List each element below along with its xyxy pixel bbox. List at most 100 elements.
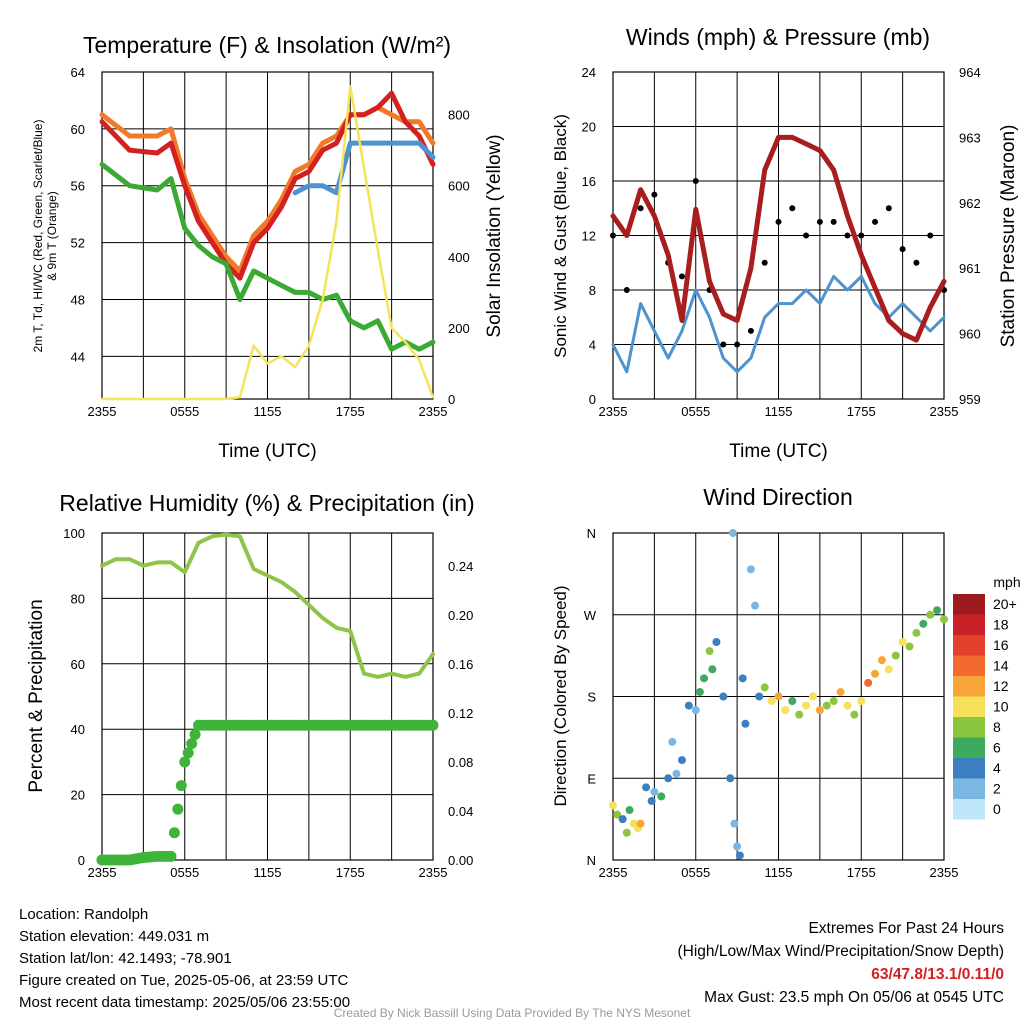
wind-direction-point (781, 706, 790, 715)
wind-direction-point (684, 701, 693, 710)
wind-direction-point (905, 642, 914, 651)
gust-point (610, 232, 616, 239)
y-tick-label: N (587, 853, 596, 868)
yellow-series-line (100, 84, 435, 401)
legend-swatch (953, 717, 985, 738)
station-elevation: Station elevation: 449.031 m (19, 928, 210, 945)
wind-direction-point (788, 697, 797, 706)
y-tick-label: 16 (582, 174, 596, 189)
wind-direction-point (877, 656, 886, 665)
precipitation-point (179, 756, 191, 768)
gust-point (734, 341, 741, 348)
wind-direction-point (808, 692, 817, 701)
orange-series-line (99, 105, 436, 274)
wind-direction-point (733, 842, 742, 851)
gust-point (927, 232, 934, 239)
station-latlon: Station lat/lon: 42.1493; -78.901 (19, 950, 232, 967)
gust-point (623, 287, 630, 293)
station-info: Location: Randolph Station elevation: 44… (19, 904, 350, 1014)
y-tick-label: E (587, 771, 596, 786)
y-tick-label: 56 (71, 179, 85, 194)
y-tick-label: 48 (71, 292, 85, 307)
legend-label: 14 (993, 658, 1009, 674)
legend-swatch (953, 655, 985, 676)
chart-panel-3: Relative Humidity (%) & Precipitation (i… (26, 490, 475, 880)
wind-direction-point (730, 819, 739, 828)
legend-label: 12 (993, 678, 1009, 694)
gust-point (844, 232, 851, 239)
x-tick-label: 2355 (930, 404, 959, 419)
x-tick-label: 1155 (254, 865, 282, 880)
x-tick-label: 1155 (765, 865, 793, 880)
x-tick-label: 0555 (170, 404, 199, 419)
gust-point (830, 218, 837, 225)
y-tick-label: 20 (582, 120, 596, 135)
gust-point (789, 205, 796, 212)
gust-point (913, 259, 920, 266)
y2-tick-label: 400 (448, 250, 470, 265)
extremes-values: 63/47.8/13.1/0.11/0 (871, 966, 1004, 983)
wind-direction-point (822, 701, 831, 710)
precipitation-point (175, 780, 187, 792)
legend-label: 16 (993, 637, 1009, 653)
wind-direction-point (695, 687, 704, 696)
y-tick-label: 8 (589, 283, 596, 298)
wind-direction-point (738, 674, 747, 683)
y2-axis-label: Station Pressure (Maroon) (998, 125, 1019, 348)
legend-swatch (953, 614, 985, 635)
wind-direction-point (751, 601, 760, 610)
y2-tick-label: 963 (959, 130, 981, 145)
red-series-line (99, 90, 436, 281)
y2-tick-label: 800 (448, 108, 470, 123)
legend-label: 20+ (993, 596, 1017, 612)
legend-title: mph (993, 574, 1020, 590)
legend-label: 4 (993, 760, 1001, 776)
y-tick-label: 100 (63, 526, 85, 541)
y-tick-label: W (584, 608, 597, 623)
precipitation-point (165, 850, 177, 862)
wind-direction-point (940, 615, 948, 624)
wind-direction-point (691, 706, 700, 715)
legend-label: 8 (993, 719, 1001, 735)
recent-data-timestamp: Most recent data timestamp: 2025/05/06 2… (19, 994, 351, 1011)
y2-tick-label: 960 (959, 327, 981, 342)
x-tick-label: 1755 (336, 865, 365, 880)
wind-direction-point (657, 792, 666, 801)
chart-title: Temperature (F) & Insolation (W/m²) (83, 32, 451, 58)
wind-direction-point (755, 692, 764, 701)
wind-direction-point (741, 719, 750, 728)
x-tick-label: 2355 (599, 865, 628, 880)
y2-tick-label: 959 (959, 392, 981, 407)
gust-point (678, 273, 685, 280)
x-tick-label: 2355 (599, 404, 628, 419)
wind-direction-point (836, 687, 845, 696)
wind-direction-point (664, 774, 673, 783)
y-axis-label: 2m T, Td, HI/WC (Red, Green, Scarlet/Blu… (31, 120, 59, 353)
wind-direction-point (746, 565, 755, 574)
precipitation-point (172, 803, 184, 815)
wind-direction-point (871, 669, 880, 678)
wind-direction-point (622, 828, 631, 837)
legend-label: 10 (993, 699, 1009, 715)
wind-direction-point (850, 710, 859, 719)
gust-point (816, 218, 823, 225)
x-tick-label: 2355 (88, 865, 117, 880)
extremes-subtitle: (High/Low/Max Wind/Precipitation/Snow De… (677, 943, 1005, 960)
y2-tick-label: 200 (448, 321, 470, 336)
wind-direction-point (926, 610, 935, 619)
wind-direction-point (884, 665, 893, 674)
y-axis-label-line: & 9m T (Orange) (45, 191, 59, 281)
x-tick-label: 2355 (419, 865, 448, 880)
legend-label: 2 (993, 781, 1001, 797)
x-tick-label: 1155 (254, 404, 282, 419)
x-tick-label: 1755 (336, 404, 365, 419)
x-tick-label: 2355 (88, 404, 117, 419)
wind-direction-point (919, 619, 928, 628)
y-tick-label: 52 (71, 236, 85, 251)
wind-direction-point (708, 665, 717, 674)
x-tick-label: 0555 (170, 865, 199, 880)
gust-point (692, 178, 699, 184)
gust-point (747, 327, 754, 334)
wind-direction-point (728, 529, 737, 537)
